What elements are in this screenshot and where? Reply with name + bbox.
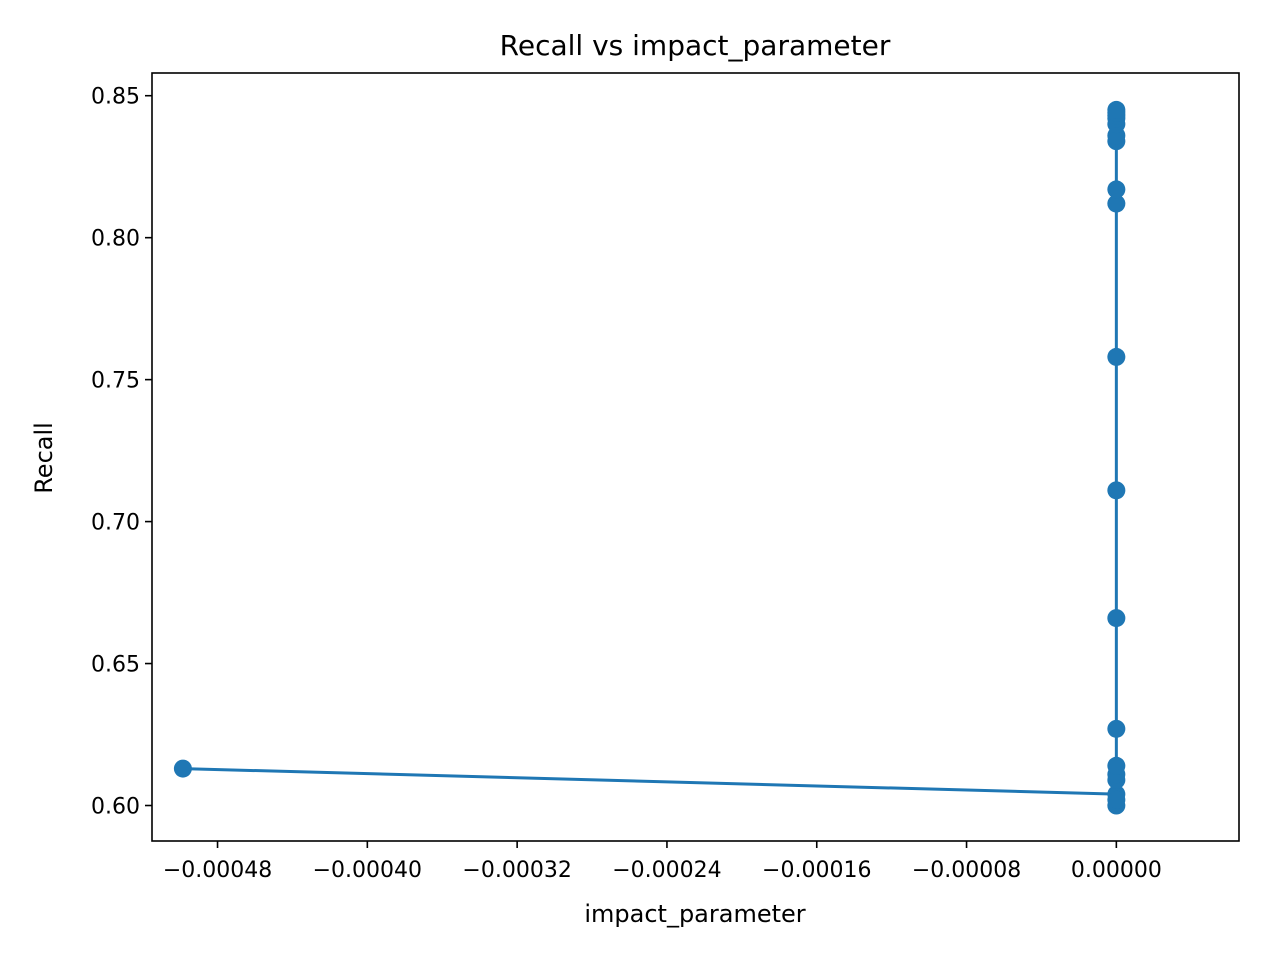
data-point bbox=[173, 759, 192, 778]
x-tick-label: −0.00032 bbox=[462, 858, 571, 883]
x-tick-label: 0.00000 bbox=[1071, 858, 1162, 883]
data-point bbox=[1107, 609, 1126, 628]
y-tick-label: 0.70 bbox=[91, 511, 140, 536]
y-tick-label: 0.65 bbox=[91, 653, 140, 678]
y-tick-label: 0.75 bbox=[91, 369, 140, 394]
y-tick-label: 0.80 bbox=[91, 227, 140, 252]
y-tick-label: 0.60 bbox=[91, 795, 140, 820]
data-point bbox=[1107, 347, 1126, 366]
data-point bbox=[1107, 756, 1126, 775]
x-tick-label: −0.00016 bbox=[762, 858, 871, 883]
chart-title: Recall vs impact_parameter bbox=[500, 29, 891, 62]
series-line bbox=[182, 109, 1118, 808]
plot-area bbox=[173, 100, 1126, 815]
y-axis: 0.60 0.65 0.70 0.75 0.80 0.85 bbox=[91, 85, 152, 820]
x-tick-label: −0.00008 bbox=[912, 858, 1021, 883]
x-axis: −0.00048 −0.00040 −0.00032 −0.00024 −0.00016… bbox=[163, 841, 1162, 883]
x-tick-label: −0.00040 bbox=[313, 858, 422, 883]
y-axis-label: Recall bbox=[30, 422, 58, 494]
data-point bbox=[1107, 180, 1126, 199]
y-tick-label: 0.85 bbox=[91, 85, 140, 110]
data-point bbox=[1107, 719, 1126, 738]
data-point bbox=[1107, 481, 1126, 500]
axes-frame bbox=[151, 72, 1240, 842]
x-axis-label: impact_parameter bbox=[584, 900, 805, 928]
data-point bbox=[1107, 194, 1126, 213]
data-point bbox=[1107, 100, 1126, 119]
data-point bbox=[1107, 790, 1126, 809]
x-tick-label: −0.00024 bbox=[612, 858, 721, 883]
x-tick-label: −0.00048 bbox=[163, 858, 272, 883]
